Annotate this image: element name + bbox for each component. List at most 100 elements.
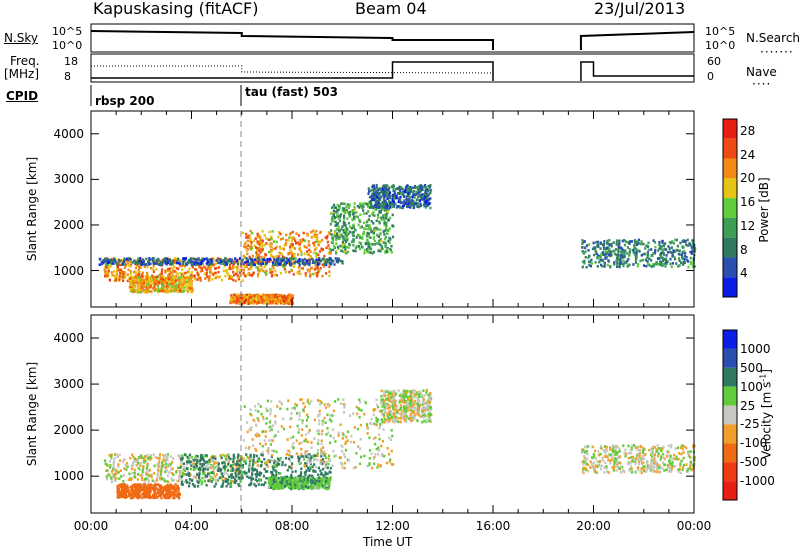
heatmap-cell-0-3356	[323, 262, 326, 266]
heatmap-cell-1-57	[233, 462, 236, 466]
heatmap-cell-1-1420	[338, 456, 341, 459]
heatmap-cell-1-249	[128, 472, 131, 476]
heatmap-cell-0-2897	[684, 252, 687, 255]
heatmap-cell-1-1137	[260, 472, 263, 475]
heatmap-cell-0-2802	[647, 248, 650, 252]
heatmap-cell-0-1512	[369, 225, 372, 229]
heatmap-cell-1-1507	[352, 440, 356, 444]
heatmap-cell-1-593	[137, 496, 140, 500]
heatmap-cell-0-1183	[260, 261, 263, 264]
heatmap-cell-0-1641	[385, 248, 388, 251]
heatmap-cell-0-2492	[282, 295, 285, 299]
heatmap-cell-1-848	[304, 473, 307, 477]
heatmap-cell-0-317	[209, 270, 212, 273]
heatmap-cell-0-1615	[345, 251, 348, 255]
heatmap-cell-0-1895	[392, 203, 395, 207]
heatmap-cell-1-1414	[374, 453, 377, 456]
heatmap-cell-0-2933	[599, 241, 602, 244]
heatmap-cell-0-484	[158, 289, 161, 293]
heatmap-cell-0-2339	[251, 295, 255, 298]
heatmap-cell-0-1448	[345, 245, 348, 249]
heatmap-cell-1-792	[121, 485, 124, 488]
heatmap-cell-1-1605	[316, 454, 319, 458]
heatmap-cell-1-351	[194, 457, 198, 461]
heatmap-cell-0-2736	[626, 265, 629, 268]
heatmap-cell-0-2878	[635, 243, 638, 246]
heatmap-cell-1-100	[237, 460, 240, 464]
heatmap-cell-0-2371	[233, 295, 236, 299]
heatmap-cell-0-12	[179, 272, 182, 275]
heatmap-cell-1-238	[133, 471, 136, 475]
heatmap-cell-0-1433	[368, 224, 371, 227]
heatmap-cell-0-1646	[385, 250, 388, 254]
heatmap-cell-0-2605	[581, 250, 584, 253]
heatmap-cell-0-1210	[290, 269, 293, 272]
heatmap-cell-0-1540	[351, 234, 354, 237]
heatmap-cell-0-1667	[369, 228, 372, 231]
heatmap-cell-1-340	[179, 456, 182, 459]
heatmap-cell-1-1213	[290, 466, 293, 470]
heatmap-cell-1-1555	[269, 443, 272, 446]
heatmap-cell-0-2263	[280, 301, 283, 305]
heatmap-cell-0-1524	[372, 237, 375, 240]
heatmap-cell-0-2478	[264, 299, 267, 302]
heatmap-cell-0-1066	[260, 264, 263, 268]
heatmap-cell-0-3131	[326, 260, 329, 264]
heatmap-cell-0-735	[146, 280, 149, 284]
heatmap-cell-0-1072	[283, 244, 286, 247]
heatmap-cell-0-1206	[290, 239, 293, 243]
heatmap-cell-0-1398	[358, 247, 361, 251]
heatmap-cell-1-24	[167, 464, 170, 468]
heatmap-cell-1-1464	[280, 402, 283, 405]
heatmap-cell-0-3172	[165, 257, 168, 260]
heatmap-cell-0-1618	[374, 243, 377, 246]
heatmap-cell-1-1271	[340, 402, 343, 405]
heatmap-cell-0-1070	[315, 240, 318, 243]
heatmap-cell-0-2570	[616, 265, 619, 269]
heatmap-cell-0-987	[261, 249, 264, 253]
heatmap-cell-0-1490	[343, 214, 346, 218]
heatmap-cell-0-2790	[584, 255, 587, 259]
heatmap-cell-0-663	[156, 282, 159, 286]
heatmap-cell-0-52	[164, 271, 167, 274]
heatmap-cell-0-1037	[314, 263, 317, 267]
heatmap-cell-0-734	[137, 278, 140, 282]
heatmap-cell-1-800	[168, 494, 171, 498]
heatmap-cell-0-3165	[220, 262, 223, 265]
heatmap-cell-0-2424	[287, 302, 290, 305]
heatmap-cell-0-1526	[343, 207, 346, 210]
heatmap-cell-1-415	[165, 465, 168, 469]
heatmap-cell-0-2876	[604, 249, 608, 253]
heatmap-cell-0-3313	[149, 262, 152, 265]
heatmap-cell-1-834	[126, 484, 129, 487]
heatmap-cell-0-2836	[633, 252, 636, 256]
heatmap-cell-0-1985	[377, 201, 380, 204]
heatmap-cell-0-1959	[402, 192, 405, 195]
heatmap-cell-1-309	[156, 479, 159, 482]
heatmap-cell-0-1479	[369, 242, 372, 246]
heatmap-cell-0-1262	[341, 209, 344, 213]
heatmap-cell-0-189	[212, 263, 215, 266]
heatmap-cell-1-396	[133, 468, 136, 472]
heatmap-cell-1-181	[139, 468, 142, 471]
heatmap-cell-1-1558	[275, 459, 278, 463]
heatmap-cell-0-3059	[202, 259, 205, 262]
heatmap-cell-0-1995	[428, 202, 432, 205]
heatmap-cell-1-802	[126, 495, 129, 498]
heatmap-cell-0-516	[186, 280, 189, 284]
heatmap-cell-0-3123	[131, 261, 134, 264]
heatmap-cell-1-1329	[358, 462, 362, 466]
heatmap-cell-0-2562	[594, 241, 598, 244]
heatmap-cell-0-733	[160, 277, 163, 280]
heatmap-cell-1-1315	[333, 454, 336, 458]
heatmap-cell-0-2992	[121, 263, 124, 266]
heatmap-cell-0-2975	[99, 257, 102, 261]
heatmap-cell-1-820	[160, 493, 163, 497]
heatmap-cell-0-2656	[613, 249, 616, 253]
heatmap-cell-1-1007	[198, 472, 201, 476]
heatmap-cell-0-2833	[662, 251, 665, 255]
heatmap-cell-1-972	[320, 472, 323, 476]
heatmap-cell-1-1267	[316, 429, 319, 433]
heatmap-cell-0-3283	[324, 260, 327, 264]
heatmap-cell-1-1347	[334, 400, 337, 403]
